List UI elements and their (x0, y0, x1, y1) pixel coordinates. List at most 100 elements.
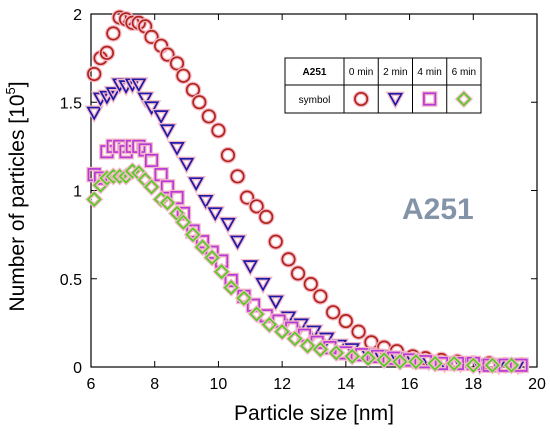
data-point (200, 108, 218, 125)
data-point (158, 193, 177, 213)
data-point (205, 206, 226, 224)
x-tick-label: 12 (273, 376, 291, 393)
data-point (483, 356, 502, 375)
legend-columns: 0 min 2 min 4 min 6 min (349, 67, 476, 110)
data-point (260, 315, 279, 334)
plot-area: 6 8 10 12 14 16 18 20 0 0.5 1 1.5 2 (60, 7, 546, 393)
x-tick-label: 10 (210, 376, 228, 393)
data-point (358, 349, 378, 368)
data-point (464, 356, 483, 375)
data-point (350, 323, 367, 340)
x-tick-label: 8 (150, 376, 159, 393)
data-point (151, 108, 171, 127)
data-point (227, 234, 248, 252)
data-point (85, 190, 104, 209)
data-point (253, 276, 273, 295)
data-point (143, 152, 160, 169)
data-point (175, 67, 192, 85)
legend-symbol (385, 91, 406, 110)
data-point (191, 93, 208, 111)
legend-header: A251 (303, 67, 327, 78)
data-point (267, 233, 285, 250)
y-tick-label: 1.5 (60, 95, 82, 112)
legend-column-label: 4 min (417, 67, 441, 78)
data-point (406, 352, 426, 371)
data-point (184, 81, 202, 99)
data-point (84, 105, 104, 124)
data-point (311, 340, 330, 359)
data-point (222, 278, 241, 297)
y-axis-title: Number of particles [105] (3, 81, 29, 311)
y-tick-label: 0 (73, 360, 82, 377)
data-point (229, 168, 246, 185)
data-point (289, 265, 307, 282)
x-tick-label: 18 (464, 376, 482, 393)
legend-symbol (454, 89, 474, 109)
data-point (210, 122, 227, 139)
y-axis: 0 0.5 1 1.5 2 (60, 7, 537, 377)
data-point (174, 213, 193, 232)
y-tick-label: 1 (73, 184, 82, 201)
data-point (143, 28, 160, 46)
data-point (185, 223, 201, 239)
x-tick-label: 6 (87, 376, 96, 393)
y-axis-title-main: Number of particles [10 (6, 94, 29, 311)
data-point (168, 55, 186, 72)
data-point (390, 352, 410, 371)
y-axis-title-exponent: 5 (3, 87, 18, 94)
data-point (343, 347, 362, 366)
data-point (247, 304, 266, 324)
legend-column-label: 0 min (349, 67, 373, 78)
chart-annotation: A251 (402, 193, 474, 226)
x-axis: 6 8 10 12 14 16 18 20 (87, 14, 546, 393)
data-point (195, 193, 216, 212)
y-axis-title-close: ] (6, 81, 29, 87)
legend-column-label: 2 min (383, 67, 407, 78)
x-axis-title: Particle size [nm] (234, 402, 394, 425)
x-tick-label: 20 (528, 376, 546, 393)
data-point (142, 177, 161, 197)
data-point (202, 248, 222, 267)
data-point (248, 198, 265, 215)
data-point (223, 272, 239, 289)
data-point (502, 356, 521, 375)
legend-symbol (421, 91, 438, 107)
data-point (240, 259, 261, 277)
data-point (312, 288, 329, 305)
legend-symbol (352, 90, 370, 108)
data-point (257, 208, 275, 226)
data-point (105, 25, 122, 42)
data-point (266, 294, 286, 312)
data-point (159, 179, 176, 195)
data-point (285, 329, 305, 348)
data-point (324, 303, 342, 321)
legend: A251 symbol 0 min 2 min 4 min 6 min (284, 57, 482, 114)
data-point (218, 216, 238, 235)
x-tick-label: 16 (401, 376, 419, 393)
data-point (445, 354, 464, 373)
data-point (103, 86, 124, 104)
data-point (238, 189, 256, 206)
data-point (153, 166, 169, 183)
legend-column-label: 6 min (452, 67, 476, 78)
data-point (374, 350, 394, 370)
data-point (141, 100, 162, 118)
data-point (85, 65, 103, 83)
y-tick-label: 0.5 (60, 272, 82, 289)
data-point (98, 44, 116, 62)
legend-row-label: symbol (299, 95, 331, 106)
data-point (280, 251, 297, 268)
data-point (193, 237, 212, 257)
data-point (337, 312, 355, 330)
series-6-min (85, 161, 521, 375)
data-point (302, 275, 320, 293)
data-point (327, 343, 346, 363)
data-point (186, 176, 206, 194)
legend-grid-lines (285, 58, 481, 113)
data-point (194, 233, 211, 250)
data-point (183, 225, 203, 244)
data-point (272, 322, 292, 341)
data-point (212, 262, 231, 281)
data-point (157, 123, 178, 141)
